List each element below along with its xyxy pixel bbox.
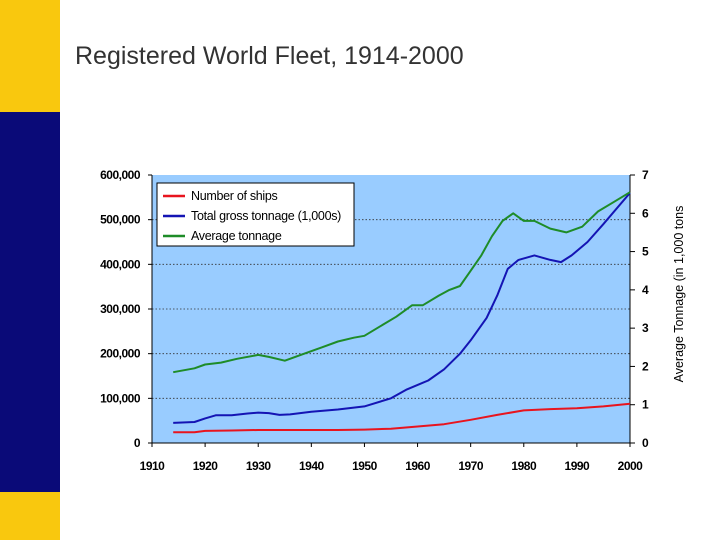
number-of-ships-line — [173, 402, 631, 434]
total-gross-tonnage-line — [173, 192, 631, 424]
y-tick-label: 0 — [134, 436, 141, 450]
x-tick-label: 2000 — [618, 459, 644, 473]
average-tonnage-line — [173, 191, 631, 374]
y2-tick-label: 0 — [642, 436, 649, 450]
y-tick-label: 500,000 — [100, 213, 141, 227]
left-accent-bar-bottom — [0, 492, 60, 540]
x-tick-label: 1920 — [193, 459, 219, 473]
y2-tick-label: 5 — [642, 245, 649, 259]
left-accent-bar-middle — [0, 112, 60, 492]
x-tick-label: 1970 — [458, 459, 484, 473]
chart-legend: Number of ships Total gross tonnage (1,00… — [156, 182, 355, 247]
y-tick-label: 200,000 — [100, 347, 141, 361]
y-tick-label: 600,000 — [100, 168, 141, 182]
page-title: Registered World Fleet, 1914-2000 — [75, 42, 464, 70]
y2-tick-label: 7 — [642, 168, 649, 182]
y2-tick-label: 1 — [642, 398, 649, 412]
y2-tick-label: 3 — [642, 321, 649, 335]
y2-tick-label: 4 — [642, 283, 649, 297]
legend-box — [156, 182, 355, 247]
x-tick-label: 1940 — [299, 459, 325, 473]
legend-average-tonnage-label: Average tonnage — [191, 229, 282, 243]
legend-number-of-ships-label: Number of ships — [191, 189, 278, 203]
x-tick-label: 1930 — [246, 459, 272, 473]
left-accent-bar-top — [0, 0, 60, 112]
y-tick-label: 300,000 — [100, 302, 141, 316]
legend-total-gross-tonnage-label: Total gross tonnage (1,000s) — [191, 209, 341, 223]
right-axis-title: Average Tonnage (in 1,000 tons — [672, 206, 686, 383]
x-tick-label: 1910 — [140, 459, 166, 473]
x-tick-label: 1990 — [565, 459, 591, 473]
x-tick-label: 1960 — [405, 459, 431, 473]
y2-tick-label: 6 — [642, 206, 649, 220]
y-tick-label: 400,000 — [100, 257, 141, 271]
y-tick-label: 100,000 — [100, 391, 141, 405]
x-tick-label: 1950 — [352, 459, 378, 473]
x-tick-label: 1980 — [511, 459, 537, 473]
y2-tick-label: 2 — [642, 359, 649, 373]
